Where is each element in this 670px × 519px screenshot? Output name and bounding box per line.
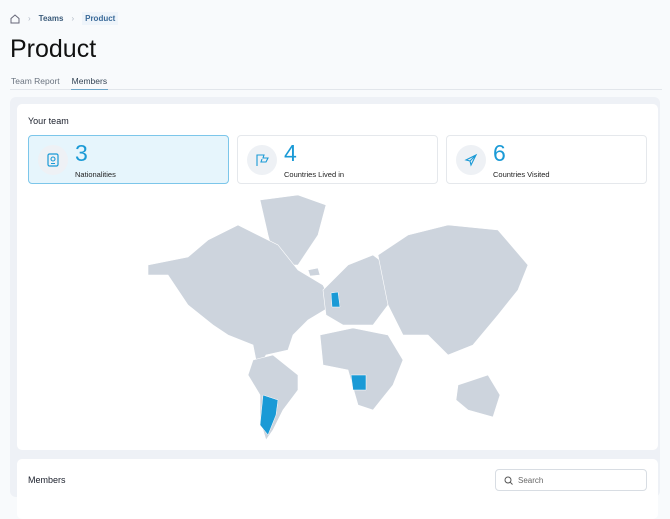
search-icon (504, 476, 513, 485)
stat-label: Nationalities (75, 170, 116, 179)
passport-icon (38, 145, 68, 175)
flag-icon (247, 145, 277, 175)
map-asia (377, 224, 529, 356)
stat-nationalities[interactable]: 3 Nationalities (28, 135, 229, 184)
map-angola (350, 374, 367, 391)
page-title: Product (10, 35, 97, 63)
home-icon[interactable] (10, 13, 20, 24)
stat-label: Countries Visited (493, 170, 550, 179)
map-north-america (148, 224, 334, 371)
your-team-card: Your team 3 Nationalities 4 Countries Li… (17, 104, 658, 450)
map-africa (319, 327, 404, 411)
breadcrumb-product: Product (82, 12, 119, 25)
stat-countries-visited[interactable]: 6 Countries Visited (446, 135, 647, 184)
chevron-right-icon: › (71, 14, 75, 23)
breadcrumb: › Teams › Product (10, 12, 119, 25)
map-australia (455, 374, 501, 418)
search-placeholder: Search (518, 475, 544, 485)
stat-value: 6 (493, 140, 506, 166)
tabs: Team Report Members (10, 74, 662, 90)
breadcrumb-teams[interactable]: Teams (38, 14, 64, 23)
map-iceland (307, 267, 321, 277)
chevron-right-icon: › (28, 14, 31, 23)
members-title: Members (28, 475, 66, 485)
tab-team-report[interactable]: Team Report (11, 76, 60, 86)
map-south-america (247, 354, 299, 441)
world-map (148, 195, 529, 441)
map-argentina (259, 394, 279, 436)
plane-icon (456, 145, 486, 175)
stat-value: 4 (284, 140, 297, 166)
tab-members[interactable]: Members (70, 74, 109, 90)
stat-label: Countries Lived in (284, 170, 345, 179)
map-united-kingdom (330, 291, 341, 308)
your-team-title: Your team (28, 116, 69, 126)
stat-value: 3 (75, 140, 88, 166)
members-card: Members Search (17, 459, 658, 519)
search-input[interactable]: Search (495, 469, 647, 491)
content-panel: Your team 3 Nationalities 4 Countries Li… (10, 97, 660, 519)
stat-countries-lived-in[interactable]: 4 Countries Lived in (237, 135, 438, 184)
